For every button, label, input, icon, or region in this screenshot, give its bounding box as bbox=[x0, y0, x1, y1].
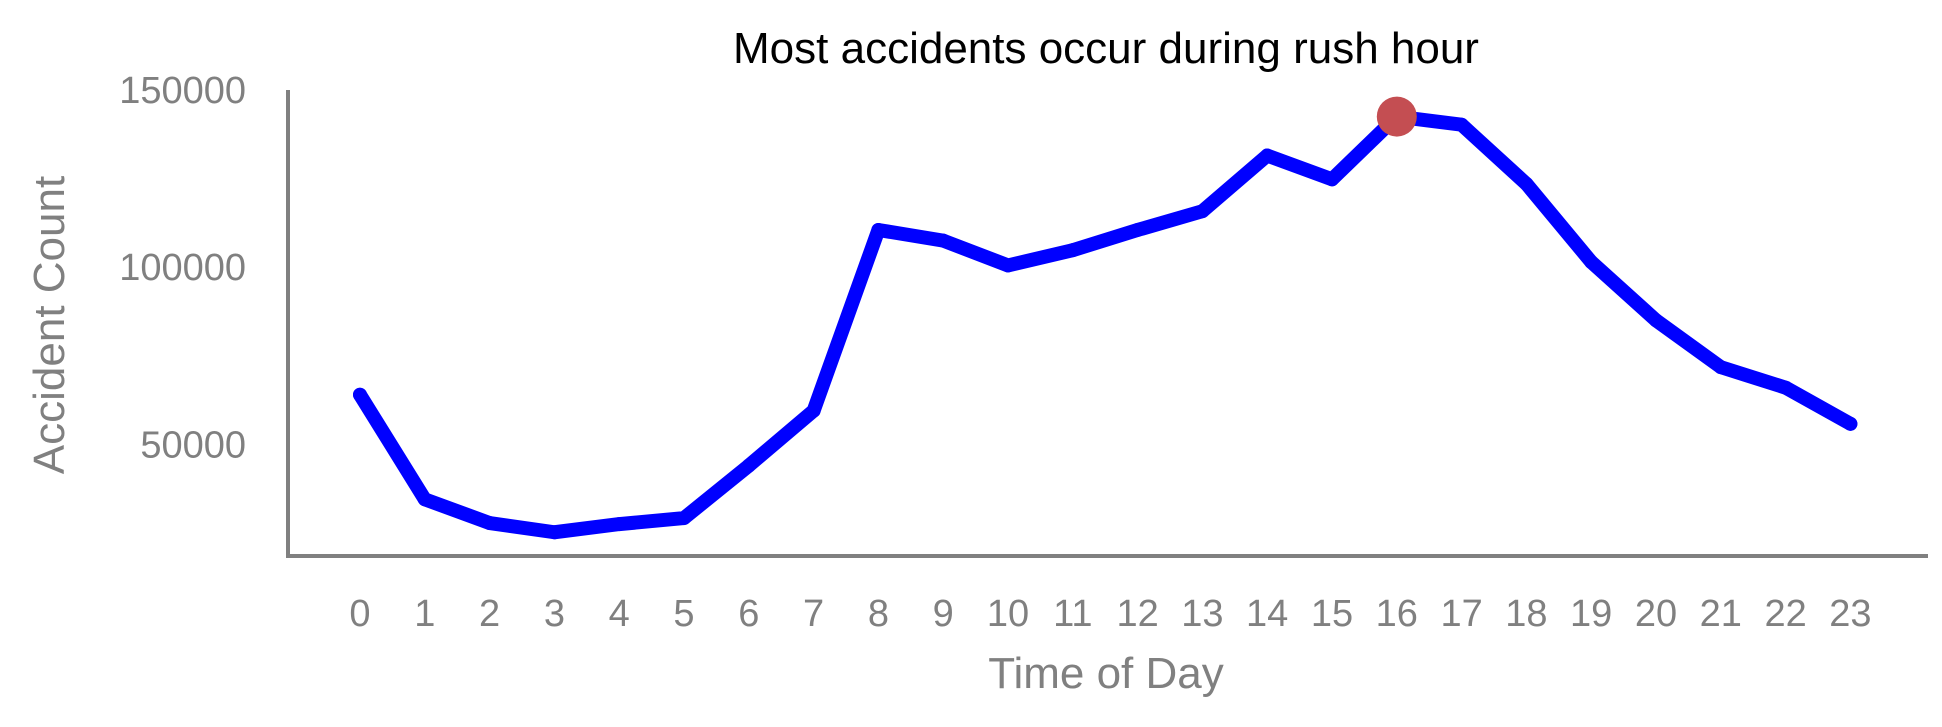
data-point bbox=[1260, 148, 1275, 163]
x-tick-label: 15 bbox=[1311, 593, 1353, 635]
x-tick-label: 16 bbox=[1376, 593, 1418, 635]
data-point bbox=[806, 403, 821, 418]
x-axis-label: Time of Day bbox=[988, 649, 1224, 698]
x-tick-label: 7 bbox=[803, 593, 824, 635]
data-point bbox=[741, 458, 756, 473]
data-point bbox=[1130, 222, 1145, 237]
x-tick-label: 23 bbox=[1829, 593, 1871, 635]
x-tick-label: 0 bbox=[349, 593, 370, 635]
data-point bbox=[1195, 204, 1210, 219]
x-tick-label: 3 bbox=[544, 593, 565, 635]
y-tick-label: 50000 bbox=[140, 424, 246, 466]
peak-marker bbox=[1376, 96, 1417, 137]
x-tick-label: 19 bbox=[1570, 593, 1612, 635]
x-tick-label: 6 bbox=[738, 593, 759, 635]
chart-title: Most accidents occur during rush hour bbox=[733, 24, 1479, 73]
data-point bbox=[1778, 380, 1793, 395]
data-point bbox=[1325, 172, 1339, 187]
data-point bbox=[547, 525, 562, 540]
data-point bbox=[1454, 117, 1469, 132]
y-tick-labels: 50000 100000 150000 bbox=[119, 70, 246, 466]
data-point bbox=[1713, 360, 1728, 375]
x-tick-label: 9 bbox=[933, 593, 954, 635]
y-axis-label: Accident Count bbox=[25, 176, 74, 474]
data-point bbox=[1584, 254, 1599, 269]
data-point bbox=[353, 387, 367, 402]
data-point bbox=[1065, 243, 1080, 258]
x-tick-label: 4 bbox=[609, 593, 630, 635]
x-tick-label: 5 bbox=[673, 593, 694, 635]
x-tick-label: 17 bbox=[1440, 593, 1482, 635]
data-point bbox=[482, 516, 497, 531]
data-point bbox=[677, 511, 691, 526]
x-tick-label: 22 bbox=[1764, 593, 1806, 635]
x-tick-label: 18 bbox=[1505, 593, 1547, 635]
x-tick-label: 12 bbox=[1116, 593, 1158, 635]
y-tick-label: 100000 bbox=[119, 247, 246, 289]
series-layer bbox=[353, 96, 1858, 540]
x-tick-label: 1 bbox=[414, 593, 435, 635]
data-point bbox=[936, 233, 951, 248]
x-tick-label: 11 bbox=[1053, 593, 1092, 635]
x-tick-label: 2 bbox=[479, 593, 500, 635]
x-tick-label: 8 bbox=[868, 593, 889, 635]
series-line bbox=[353, 109, 1858, 540]
data-point bbox=[871, 222, 886, 237]
x-tick-label: 21 bbox=[1700, 593, 1742, 635]
y-tick-label: 150000 bbox=[119, 70, 246, 112]
x-tick-label: 14 bbox=[1246, 593, 1288, 635]
x-tick-label: 13 bbox=[1181, 593, 1223, 635]
x-tick-label: 10 bbox=[987, 593, 1029, 635]
data-point bbox=[417, 492, 432, 507]
x-tick-labels: 0 1 2 3 4 5 6 7 8 9 10 11 12 13 14 15 16 17 18 19 20 21 22 23 bbox=[349, 593, 1871, 635]
x-tick-label: 20 bbox=[1635, 593, 1677, 635]
data-point bbox=[1649, 313, 1663, 328]
data-point bbox=[1843, 416, 1858, 431]
data-point bbox=[1519, 176, 1534, 191]
data-point bbox=[1001, 258, 1015, 273]
data-point bbox=[612, 517, 627, 532]
